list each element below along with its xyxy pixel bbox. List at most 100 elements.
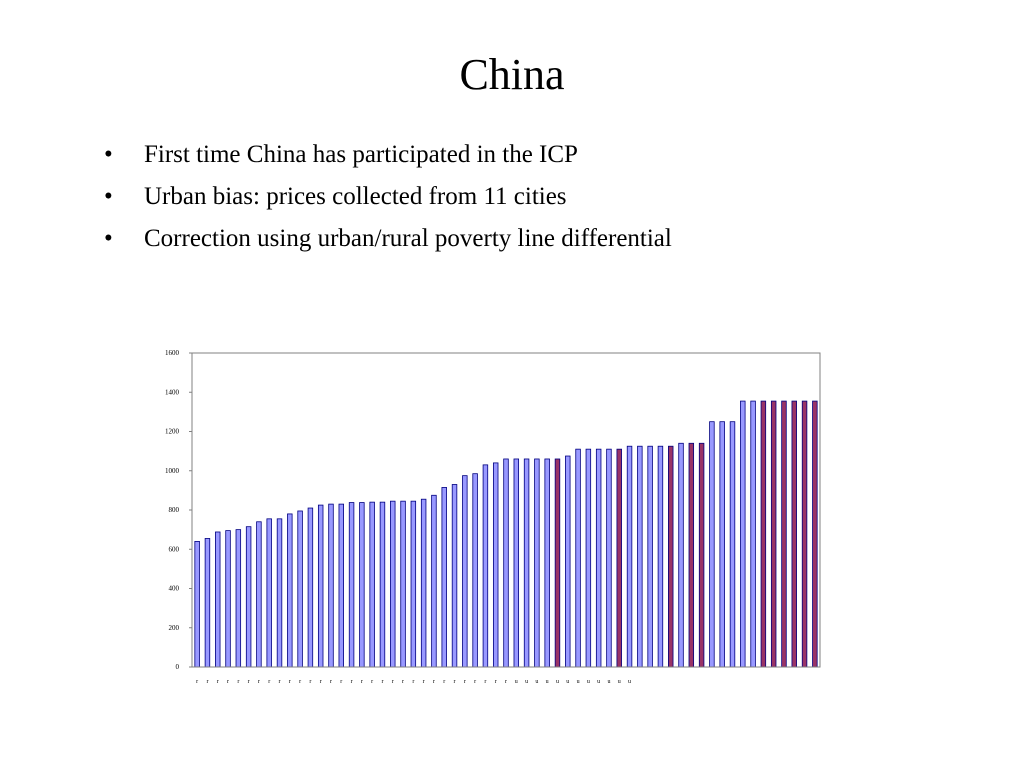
x-tick-label: r xyxy=(495,679,497,685)
bar xyxy=(287,513,293,668)
x-tick-label: r xyxy=(258,679,260,685)
plot-frame xyxy=(191,352,821,668)
y-tick-label: 800 xyxy=(169,506,180,514)
bar xyxy=(554,458,561,668)
bar xyxy=(307,507,314,668)
x-tick-label: r xyxy=(206,679,208,685)
bar xyxy=(482,464,489,668)
x-tick-label: r xyxy=(464,679,466,685)
bullet-item: • First time China has participated in t… xyxy=(104,140,984,170)
x-tick-label: r xyxy=(237,679,239,685)
bar xyxy=(575,448,581,668)
bar xyxy=(770,400,777,668)
x-tick-label: u xyxy=(618,679,621,685)
x-tick-label: u xyxy=(556,679,559,685)
bar xyxy=(338,503,344,668)
bar xyxy=(297,510,303,668)
bar xyxy=(668,445,674,668)
bar xyxy=(534,458,540,668)
x-tick-label: r xyxy=(412,679,414,685)
bar xyxy=(585,448,592,668)
bar xyxy=(698,442,705,668)
bar xyxy=(359,502,365,668)
bar xyxy=(688,442,695,668)
x-tick-label: r xyxy=(320,679,322,685)
x-tick-label: r xyxy=(309,679,311,685)
y-tick-label: 1000 xyxy=(165,467,180,475)
x-tick-label: u xyxy=(546,679,549,685)
bullet-glyph: • xyxy=(104,141,113,168)
y-axis: 0 200 400 600 800 1000 1200 1400 1600 xyxy=(165,349,192,671)
bar xyxy=(431,494,437,668)
bullet-glyph: • xyxy=(104,225,113,252)
x-tick-label: r xyxy=(361,679,363,685)
bullet-item: • Urban bias: prices collected from 11 c… xyxy=(104,182,984,212)
x-tick-label: r xyxy=(381,679,383,685)
x-tick-label: r xyxy=(330,679,332,685)
bar xyxy=(791,400,797,668)
bar xyxy=(472,473,478,668)
bullet-glyph: • xyxy=(104,183,113,210)
bullet-list: • First time China has participated in t… xyxy=(104,140,984,266)
x-tick-label: u xyxy=(587,679,590,685)
bar xyxy=(647,445,653,668)
bullet-text: First time China has participated in the… xyxy=(144,141,578,168)
bar-chart: 0 200 400 600 800 1000 1200 1400 1600 r r r r r r r r r r… xyxy=(165,349,821,685)
bar xyxy=(657,445,664,668)
bar-series xyxy=(194,400,818,668)
bar xyxy=(812,400,818,668)
y-tick-label: 400 xyxy=(169,585,180,593)
x-tick-label: r xyxy=(474,679,476,685)
bullet-text: Correction using urban/rural poverty lin… xyxy=(144,225,672,252)
bar xyxy=(235,529,242,668)
bar xyxy=(215,531,221,668)
bar xyxy=(194,540,200,668)
x-tick-label: r xyxy=(371,679,373,685)
x-tick-label: u xyxy=(515,679,518,685)
y-tick-label: 1200 xyxy=(165,428,180,436)
y-tick-label: 200 xyxy=(169,624,180,632)
y-tick-label: 1400 xyxy=(165,388,180,396)
x-tick-label: r xyxy=(268,679,270,685)
bar xyxy=(750,400,756,668)
x-tick-label: r xyxy=(289,679,291,685)
bar xyxy=(317,504,324,668)
x-tick-label: r xyxy=(443,679,445,685)
x-tick-label: u xyxy=(566,679,569,685)
bar xyxy=(760,400,767,668)
bar xyxy=(390,500,396,668)
bullet-item: • Correction using urban/rural poverty l… xyxy=(104,224,984,254)
x-tick-label: u xyxy=(597,679,600,685)
bar xyxy=(225,530,231,668)
x-tick-label: r xyxy=(299,679,301,685)
bar xyxy=(740,400,746,668)
bar xyxy=(328,503,334,668)
x-tick-label: r xyxy=(279,679,281,685)
bar xyxy=(626,445,633,668)
x-tick-label: r xyxy=(340,679,342,685)
x-tick-label: r xyxy=(217,679,219,685)
x-tick-label: r xyxy=(196,679,198,685)
bar xyxy=(420,498,427,668)
bar xyxy=(719,421,725,668)
x-tick-label: u xyxy=(607,679,610,685)
bar xyxy=(451,484,458,668)
bar xyxy=(348,502,355,668)
bar xyxy=(256,521,262,668)
x-tick-label: r xyxy=(505,679,507,685)
x-tick-label: u xyxy=(525,679,528,685)
y-tick-label: 1600 xyxy=(165,349,180,357)
bar xyxy=(369,501,375,668)
x-tick-label: r xyxy=(351,679,353,685)
bar xyxy=(781,400,787,668)
bar xyxy=(565,455,571,668)
x-tick-label: r xyxy=(392,679,394,685)
x-tick-label: r xyxy=(484,679,486,685)
bar xyxy=(379,501,386,668)
bar xyxy=(410,500,417,668)
x-tick-label: u xyxy=(577,679,580,685)
x-tick-label: u xyxy=(628,679,631,685)
bar xyxy=(441,487,447,668)
bar xyxy=(400,500,406,668)
